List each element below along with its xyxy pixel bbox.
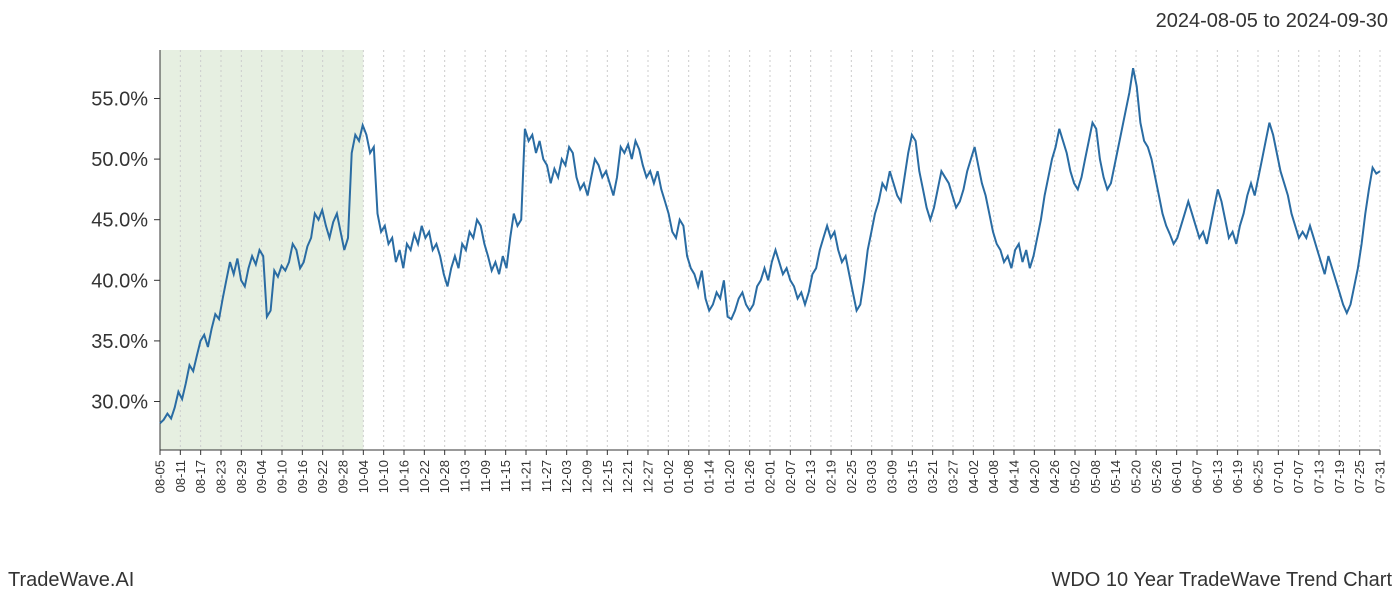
date-range-label: 2024-08-05 to 2024-09-30 xyxy=(1156,10,1388,33)
x-tick-label: 12-09 xyxy=(580,460,595,493)
x-tick-label: 11-15 xyxy=(498,460,513,492)
x-tick-label: 09-22 xyxy=(315,460,330,493)
x-tick-label: 05-20 xyxy=(1129,460,1144,493)
x-tick-label: 04-26 xyxy=(1047,460,1062,493)
x-tick-label: 12-15 xyxy=(600,460,615,493)
x-tick-label: 03-15 xyxy=(905,460,920,493)
x-tick-label: 07-01 xyxy=(1271,460,1286,493)
x-tick-label: 12-21 xyxy=(620,460,635,493)
x-tick-label: 07-25 xyxy=(1352,460,1367,493)
x-tick-label: 02-07 xyxy=(783,460,798,493)
x-tick-label: 08-11 xyxy=(173,460,188,492)
y-tick-label: 35.0% xyxy=(91,331,148,353)
x-tick-label: 10-22 xyxy=(417,460,432,493)
x-tick-label: 04-08 xyxy=(986,460,1001,493)
x-tick-label: 04-14 xyxy=(1007,460,1022,493)
x-tick-label: 07-19 xyxy=(1332,460,1347,493)
y-tick-label: 55.0% xyxy=(91,88,148,110)
x-tick-label: 03-27 xyxy=(946,460,961,493)
x-tick-label: 12-03 xyxy=(559,460,574,493)
x-tick-label: 06-13 xyxy=(1210,460,1225,493)
x-tick-label: 07-07 xyxy=(1291,460,1306,493)
x-tick-label: 09-10 xyxy=(275,460,290,493)
y-tick-label: 50.0% xyxy=(91,149,148,171)
x-tick-label: 01-14 xyxy=(702,460,717,493)
x-tick-label: 06-01 xyxy=(1169,460,1184,493)
x-tick-label: 02-01 xyxy=(763,460,778,493)
footer-brand: TradeWave.AI xyxy=(8,569,134,592)
x-tick-label: 02-19 xyxy=(824,460,839,493)
x-tick-label: 11-09 xyxy=(478,460,493,492)
x-tick-label: 08-29 xyxy=(234,460,249,493)
x-tick-label: 04-20 xyxy=(1027,460,1042,493)
x-tick-label: 02-25 xyxy=(844,460,859,493)
x-tick-label: 01-20 xyxy=(722,460,737,493)
x-tick-label: 03-21 xyxy=(925,460,940,493)
x-tick-label: 06-19 xyxy=(1230,460,1245,493)
x-tick-label: 01-02 xyxy=(661,460,676,493)
x-tick-label: 09-28 xyxy=(336,460,351,493)
x-tick-label: 05-02 xyxy=(1068,460,1083,493)
x-tick-label: 10-10 xyxy=(376,460,391,493)
x-tick-label: 10-04 xyxy=(356,460,371,493)
x-tick-label: 07-31 xyxy=(1373,460,1388,493)
x-tick-label: 06-25 xyxy=(1251,460,1266,493)
x-tick-label: 02-13 xyxy=(803,460,818,493)
x-tick-label: 08-17 xyxy=(193,460,208,493)
y-tick-label: 45.0% xyxy=(91,210,148,232)
x-tick-label: 09-16 xyxy=(295,460,310,493)
x-tick-label: 03-09 xyxy=(885,460,900,493)
x-tick-label: 05-26 xyxy=(1149,460,1164,493)
x-tick-label: 11-21 xyxy=(519,460,534,492)
x-tick-label: 01-08 xyxy=(681,460,696,493)
trend-chart: 30.0% 35.0% 40.0% 45.0% 50.0% 55.0% 08-05 08-11… xyxy=(0,50,1400,540)
x-tick-label: 12-27 xyxy=(641,460,656,493)
x-tick-label: 04-02 xyxy=(966,460,981,493)
x-tick-label: 09-04 xyxy=(254,460,269,493)
y-tick-label: 30.0% xyxy=(91,392,148,414)
x-tick-label: 01-26 xyxy=(742,460,757,493)
chart-container: 30.0% 35.0% 40.0% 45.0% 50.0% 55.0% 08-05 08-11… xyxy=(0,50,1400,540)
x-tick-label: 05-14 xyxy=(1108,460,1123,493)
x-tick-label: 10-28 xyxy=(437,460,452,493)
x-tick-label: 05-08 xyxy=(1088,460,1103,493)
footer-chart-title: WDO 10 Year TradeWave Trend Chart xyxy=(1051,569,1392,592)
x-tick-label: 08-23 xyxy=(214,460,229,493)
x-tick-label: 11-27 xyxy=(539,460,554,492)
x-tick-label: 11-03 xyxy=(458,460,473,492)
x-tick-label: 07-13 xyxy=(1312,460,1327,493)
x-tick-label: 08-05 xyxy=(153,460,168,493)
x-tick-label: 10-16 xyxy=(397,460,412,493)
y-tick-label: 40.0% xyxy=(91,270,148,292)
x-tick-label: 03-03 xyxy=(864,460,879,493)
x-tick-label: 06-07 xyxy=(1190,460,1205,493)
